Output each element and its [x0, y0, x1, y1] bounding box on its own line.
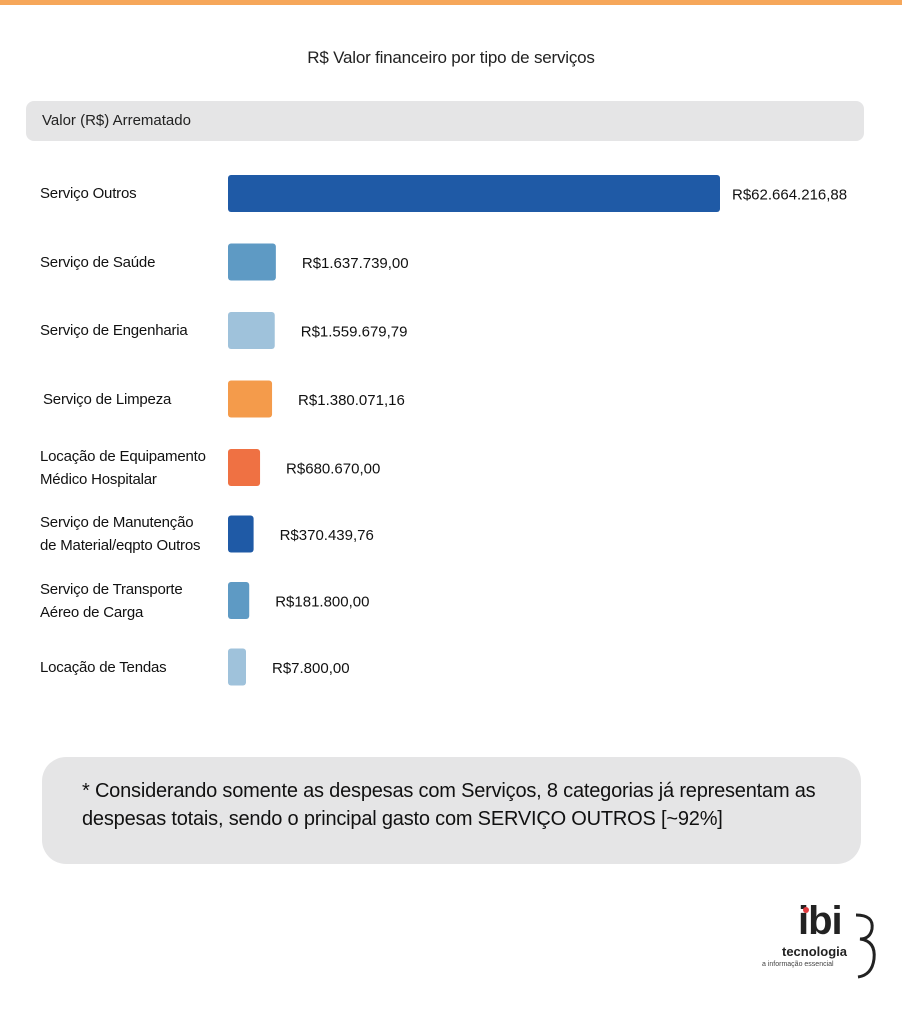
category-label-7-line-1: Serviço de Transporte [40, 580, 183, 598]
logo-brand: ibi [798, 899, 843, 943]
bar-2 [228, 243, 276, 281]
category-label-6-line-1: Serviço de Manutenção [40, 514, 194, 531]
category-label-7: Serviço de Transporte Aéreo de Carga [40, 578, 225, 624]
top-accent-bar [0, 0, 902, 5]
value-label-1: R$62.664.216,88 [732, 187, 847, 204]
bar-3 [228, 312, 275, 349]
value-label-8: R$7.800,00 [272, 660, 350, 677]
footnote-line-1: * Considerando somente as despesas com S… [82, 780, 816, 802]
bar-8 [228, 648, 246, 686]
category-label-2-line-1: Serviço de Saúde [40, 253, 156, 271]
logo-name: tecnologia [782, 944, 848, 959]
ibi-tecnologia-logo: ibi tecnologia a informação essencial [758, 899, 888, 985]
category-label-8: Locação de Tendas [40, 656, 225, 679]
category-label-5-line-2: Médico Hospitalar [40, 470, 157, 488]
category-label-5: Locação de Equipamento Médico Hospitalar [40, 445, 225, 491]
bar-4 [228, 380, 273, 418]
chart-title: R$ Valor financeiro por tipo de serviços [307, 48, 595, 67]
value-label-7: R$181.800,00 [275, 594, 369, 611]
category-label-6: Serviço de Manutenção de Material/eqpto O… [40, 511, 225, 557]
legend-series-label: Valor (R$) Arrematado [42, 112, 191, 129]
category-label-3-line-1: Serviço de Engenharia [40, 322, 188, 339]
value-label-4: R$1.380.071,16 [298, 392, 405, 409]
logo-swirl-icon [855, 913, 876, 979]
legend-band: Valor (R$) Arrematado [26, 101, 864, 141]
bar-7 [228, 582, 250, 619]
value-label-5: R$680.670,00 [286, 461, 380, 478]
category-label-7-line-2: Aéreo de Carga [40, 603, 144, 621]
footnote-box: * Considerando somente as despesas com S… [42, 757, 861, 864]
logo-tagline: a informação essencial [762, 961, 834, 968]
value-label-2: R$1.637.739,00 [302, 255, 409, 272]
bar-6 [228, 515, 254, 553]
bar-1 [228, 175, 720, 212]
bar-chart: R$62.664.216,88 R$1.637.739,00 R$1.559.679… [228, 175, 847, 686]
category-label-4-line-1: Serviço de Limpeza [43, 390, 172, 408]
category-label-8-line-1: Locação de Tendas [40, 658, 167, 676]
category-label-1-line-1: Serviço Outros [40, 185, 137, 202]
logo-dot-icon [803, 907, 809, 913]
category-label-4: Serviço de Limpeza [43, 388, 228, 411]
category-label-3: Serviço de Engenharia [40, 319, 225, 342]
footnote-line-2: despesas totais, sendo o principal gasto… [82, 808, 723, 830]
category-label-5-line-1: Locação de Equipamento [40, 447, 206, 465]
value-label-6: R$370.439,76 [280, 527, 374, 544]
category-label-6-line-2: de Material/eqpto Outros [40, 537, 201, 554]
category-label-1: Serviço Outros [40, 182, 225, 205]
category-label-2: Serviço de Saúde [40, 251, 225, 274]
bar-5 [228, 449, 261, 486]
value-label-3: R$1.559.679,79 [301, 324, 408, 341]
